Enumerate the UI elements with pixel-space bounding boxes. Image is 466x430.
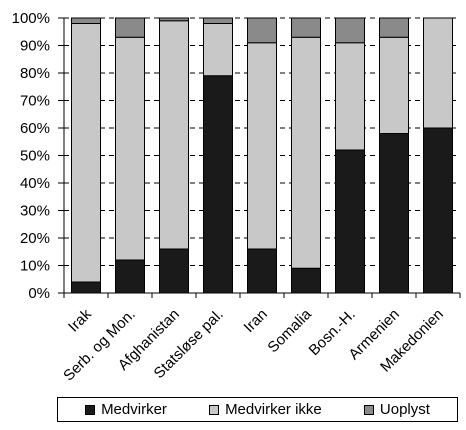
y-tick-label: 0% bbox=[28, 285, 50, 302]
legend-item-medvirker-ikke: Medvirker ikke bbox=[209, 401, 322, 418]
bar-segment bbox=[71, 17, 101, 24]
bar-segment bbox=[247, 17, 277, 44]
bar-segment bbox=[335, 149, 365, 294]
bar-segment bbox=[115, 17, 145, 38]
bar-segment bbox=[379, 17, 409, 38]
legend-item-uoplyst: Uoplyst bbox=[363, 401, 430, 418]
legend: Medvirker Medvirker ikke Uoplyst bbox=[57, 397, 458, 422]
legend-label-medvirker-ikke: Medvirker ikke bbox=[225, 401, 322, 418]
legend-swatch-uoplyst bbox=[363, 404, 374, 415]
bar-segment bbox=[423, 127, 453, 294]
y-tick-label: 30% bbox=[20, 203, 50, 220]
y-tick-label: 60% bbox=[20, 120, 50, 137]
y-tick-label: 70% bbox=[20, 93, 50, 110]
x-tick-label: Iran bbox=[241, 306, 271, 336]
bar-segment bbox=[115, 259, 145, 294]
bar-segment bbox=[379, 36, 409, 134]
bar-segment bbox=[379, 133, 409, 294]
bar-segment bbox=[203, 75, 233, 294]
bar-segment bbox=[71, 23, 101, 283]
x-tick-label: Irak bbox=[65, 305, 95, 335]
y-tick-label: 50% bbox=[20, 148, 50, 165]
bar-segment bbox=[159, 20, 189, 250]
bar-segment bbox=[247, 248, 277, 294]
y-tick-label: 40% bbox=[20, 175, 50, 192]
bar-segment bbox=[291, 17, 321, 38]
bar-segment bbox=[203, 17, 233, 24]
y-tick-label: 100% bbox=[12, 10, 50, 27]
legend-swatch-medvirker-ikke bbox=[209, 404, 220, 415]
bar-segment bbox=[159, 17, 189, 22]
bar-segment bbox=[335, 17, 365, 44]
bar-segment bbox=[247, 42, 277, 250]
bar-segment bbox=[335, 42, 365, 151]
legend-label-medvirker: Medvirker bbox=[101, 401, 167, 418]
bar-segment bbox=[291, 36, 321, 269]
bar-segment bbox=[423, 17, 453, 129]
y-tick-label: 80% bbox=[20, 65, 50, 82]
bar-segment bbox=[71, 281, 101, 294]
bar-segment bbox=[115, 36, 145, 261]
bar-segment bbox=[159, 248, 189, 294]
y-tick-label: 90% bbox=[20, 38, 50, 55]
bar-segment bbox=[203, 23, 233, 77]
legend-label-uoplyst: Uoplyst bbox=[379, 401, 430, 418]
bar-segment bbox=[291, 267, 321, 294]
legend-swatch-medvirker bbox=[85, 404, 96, 415]
y-tick-label: 20% bbox=[20, 230, 50, 247]
legend-item-medvirker: Medvirker bbox=[85, 401, 167, 418]
y-tick-label: 10% bbox=[20, 258, 50, 275]
